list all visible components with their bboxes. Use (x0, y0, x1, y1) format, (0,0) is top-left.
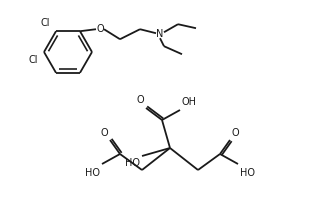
Text: O: O (100, 128, 108, 138)
Text: O: O (96, 24, 104, 34)
Text: OH: OH (182, 97, 197, 107)
Text: HO: HO (85, 168, 100, 178)
Text: Cl: Cl (40, 18, 50, 28)
Text: N: N (156, 29, 164, 39)
Text: O: O (137, 95, 144, 105)
Text: HO: HO (240, 168, 255, 178)
Text: O: O (232, 128, 240, 138)
Text: Cl: Cl (29, 55, 38, 65)
Text: HO: HO (125, 158, 140, 168)
